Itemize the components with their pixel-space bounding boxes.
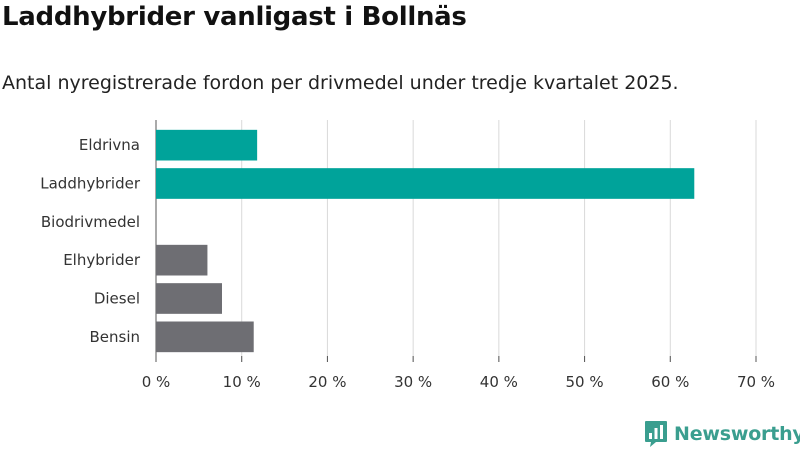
category-label: Elhybrider [63,251,141,269]
category-label: Bensin [89,328,140,346]
x-tick-label: 40 % [480,373,518,391]
x-tick-label: 30 % [394,373,432,391]
bar [156,244,208,276]
bar [156,283,222,314]
chart-title: Laddhybrider vanligast i Bollnäs [2,2,467,32]
category-label: Laddhybrider [40,175,141,193]
x-tick-label: 10 % [223,373,261,391]
bar [156,321,254,353]
category-label: Diesel [94,290,140,308]
x-tick-label: 60 % [651,373,689,391]
brand-logo: Newsworthy [644,420,800,448]
bar [156,129,258,161]
x-tick-label: 50 % [566,373,604,391]
chart-subtitle: Antal nyregistrerade fordon per drivmede… [2,72,679,94]
category-label: Biodrivmedel [41,213,140,231]
x-tick-label: 20 % [308,373,346,391]
x-tick-label: 70 % [737,373,775,391]
brand-name: Newsworthy [674,423,800,445]
newsworthy-logo-icon [645,421,667,447]
x-tick-label: 0 % [142,373,171,391]
bar [156,168,695,199]
category-label: Eldrivna [79,136,140,154]
